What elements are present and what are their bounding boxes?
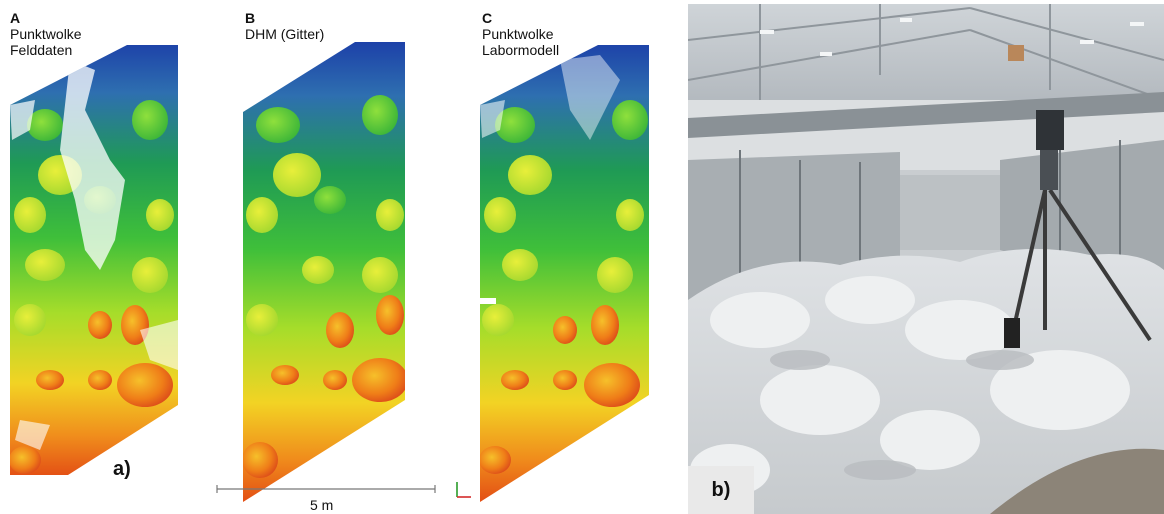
- scale-bar-label: 5 m: [310, 497, 334, 513]
- caption-dem-grid: B DHM (Gitter): [245, 10, 324, 42]
- pointcloud-lab-panel: [480, 45, 649, 502]
- scale-bar: [216, 485, 436, 493]
- dem-grid-panel: [243, 42, 405, 502]
- panel-label-b: b): [688, 466, 754, 514]
- caption-letter-b: B: [245, 10, 256, 26]
- pointcloud-field-panel: [10, 45, 178, 475]
- panel-label-a: a): [113, 458, 131, 480]
- caption-lab-pointcloud: C Punktwolke Labormodell: [482, 10, 559, 58]
- caption-line: Punktwolke: [482, 26, 554, 42]
- caption-line: Punktwolke: [10, 26, 82, 42]
- axis-indicator-icon: [456, 482, 471, 498]
- caption-line: Labormodell: [482, 42, 560, 58]
- caption-letter-c: C: [482, 10, 493, 26]
- laboratory-photo: [688, 4, 1164, 514]
- caption-line: Felddaten: [10, 42, 73, 58]
- caption-line: DHM (Gitter): [245, 26, 325, 42]
- caption-field-pointcloud: A Punktwolke Felddaten: [10, 10, 82, 58]
- caption-letter-a: A: [10, 10, 21, 26]
